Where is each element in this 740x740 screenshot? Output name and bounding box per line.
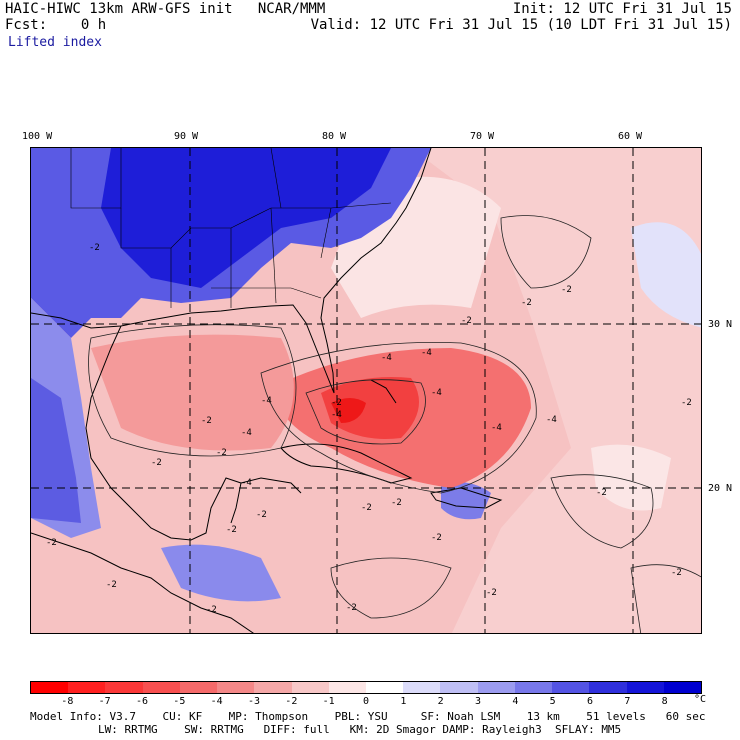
contour-label: -2 bbox=[671, 568, 682, 578]
colorbar-swatch bbox=[477, 682, 515, 693]
colorbar-unit: °C bbox=[694, 694, 707, 705]
colorbar-swatch bbox=[31, 682, 69, 693]
colorbar-swatch bbox=[254, 682, 292, 693]
lon-label-60w: 60 W bbox=[618, 131, 643, 142]
contour-label: -2 bbox=[521, 298, 532, 308]
lat-lon-grid bbox=[31, 148, 701, 633]
contour-label: -2 bbox=[461, 316, 472, 326]
contour-label: -2 bbox=[151, 458, 162, 468]
contour-label: -2 bbox=[346, 603, 357, 613]
contour-label: -2 bbox=[46, 538, 57, 548]
field-gulf-pink bbox=[91, 334, 294, 451]
field-name: Lifted index bbox=[8, 35, 102, 50]
field-blue-central-america bbox=[161, 544, 281, 602]
contour-label: -2 bbox=[201, 416, 212, 426]
colorbar-swatch bbox=[552, 682, 590, 693]
field-light-east bbox=[411, 148, 701, 633]
contour-label: -4 bbox=[241, 478, 252, 488]
colorbar-swatch bbox=[589, 682, 627, 693]
contour-label: -2 bbox=[391, 498, 402, 508]
lon-label-90w: 90 W bbox=[174, 131, 199, 142]
lon-label-70w: 70 W bbox=[470, 131, 495, 142]
colorbar-swatch bbox=[440, 682, 478, 693]
lon-label-100w: 100 W bbox=[22, 131, 53, 142]
contour-label: -2 bbox=[681, 398, 692, 408]
colorbar-tick-label: 7 bbox=[624, 696, 631, 707]
model-info-line2: LW: RRTMG SW: RRTMG DIFF: full KM: 2D Sm… bbox=[98, 723, 622, 736]
contour-label: -2 bbox=[256, 510, 267, 520]
contour-label: -2 bbox=[431, 533, 442, 543]
colorbar-tick-label: -1 bbox=[322, 696, 335, 707]
contour-label: -4 bbox=[431, 388, 442, 398]
colorbar-tick-label: 5 bbox=[549, 696, 556, 707]
colorbar-tick-label: -2 bbox=[285, 696, 298, 707]
contour-label: -4 bbox=[421, 348, 432, 358]
forecast-hour: Fcst: 0 h bbox=[5, 17, 107, 33]
lon-label-80w: 80 W bbox=[322, 131, 347, 142]
colorbar-swatch bbox=[663, 682, 701, 693]
colorbar-tick-label: 8 bbox=[661, 696, 668, 707]
contour-label: -4 bbox=[331, 410, 342, 420]
colorbar-swatch bbox=[365, 682, 404, 693]
contour-label: -2 bbox=[216, 448, 227, 458]
contour-label: -2 bbox=[331, 398, 342, 408]
lifted-index-map: -2 -2 -2 -2 -2 -2 -2 -2 -2 -2 -2 -2 -2 -2 -2 -2 -2 -4 -4 -4… bbox=[30, 147, 702, 634]
contour-label: -4 bbox=[261, 396, 272, 406]
colorbar-swatch bbox=[291, 682, 329, 693]
colorbar-swatch bbox=[105, 682, 143, 693]
field-blue-west-deep bbox=[31, 378, 81, 523]
plot-title: HAIC-HIWC 13km ARW-GFS init NCAR/MMM bbox=[5, 1, 326, 17]
colorbar-swatch bbox=[626, 682, 664, 693]
contour-label: -2 bbox=[486, 588, 497, 598]
colorbar-tick-label: 2 bbox=[437, 696, 444, 707]
colorbar-tick-label: -3 bbox=[247, 696, 261, 707]
colorbar-tick-label: -8 bbox=[61, 696, 74, 707]
colorbar-swatch bbox=[179, 682, 218, 693]
contour-label: -4 bbox=[241, 428, 252, 438]
colorbar-swatch bbox=[328, 682, 366, 693]
colorbar-swatch bbox=[142, 682, 180, 693]
lat-label-30n: 30 N bbox=[708, 319, 733, 330]
contour-label: -2 bbox=[89, 243, 100, 253]
field-blue-hispaniola bbox=[441, 481, 491, 520]
colorbar-swatch bbox=[68, 682, 106, 693]
valid-time: Valid: 12 UTC Fri 31 Jul 15 (10 LDT Fri … bbox=[310, 17, 732, 33]
map-canvas bbox=[31, 148, 701, 633]
contour-label: -2 bbox=[106, 580, 117, 590]
lat-label-20n: 20 N bbox=[708, 483, 733, 494]
colorbar-tick-label: -4 bbox=[210, 696, 223, 707]
colorbar-tick-label: -7 bbox=[98, 696, 111, 707]
model-info-line1: Model Info: V3.7 CU: KF MP: Thompson PBL… bbox=[30, 710, 706, 723]
field-pale-patch-2 bbox=[631, 222, 701, 328]
colorbar-swatch bbox=[514, 682, 553, 693]
colorbar-tick-label: 4 bbox=[512, 696, 519, 707]
colorbar-tick-label: 6 bbox=[586, 696, 594, 707]
field-red-core-inner bbox=[321, 377, 419, 439]
colorbar-swatch bbox=[217, 682, 255, 693]
colorbar-tick-label: 0 bbox=[362, 696, 370, 707]
contour-label: -4 bbox=[546, 415, 557, 425]
colorbar bbox=[30, 681, 702, 694]
contour-label: -2 bbox=[226, 525, 237, 535]
contour-label: -4 bbox=[491, 423, 502, 433]
colorbar-swatch bbox=[403, 682, 441, 693]
colorbar-tick-label: -5 bbox=[173, 696, 186, 707]
contour-label: -2 bbox=[561, 285, 572, 295]
colorbar-tick-label: 1 bbox=[400, 696, 407, 707]
field-deep-blue-north bbox=[101, 148, 391, 288]
contour-label: -2 bbox=[361, 503, 372, 513]
contour-label: -2 bbox=[596, 488, 607, 498]
contour-label: -4 bbox=[381, 353, 392, 363]
colorbar-tick-label: 3 bbox=[474, 696, 482, 707]
field-pale-patch-3 bbox=[591, 444, 671, 511]
init-time: Init: 12 UTC Fri 31 Jul 15 bbox=[512, 1, 732, 17]
contour-label: -2 bbox=[206, 605, 217, 615]
field-red-core-peak bbox=[331, 398, 366, 423]
state-boundaries bbox=[70, 148, 392, 308]
contour-lines bbox=[88, 215, 701, 633]
colorbar-tick-label: -6 bbox=[135, 696, 149, 707]
